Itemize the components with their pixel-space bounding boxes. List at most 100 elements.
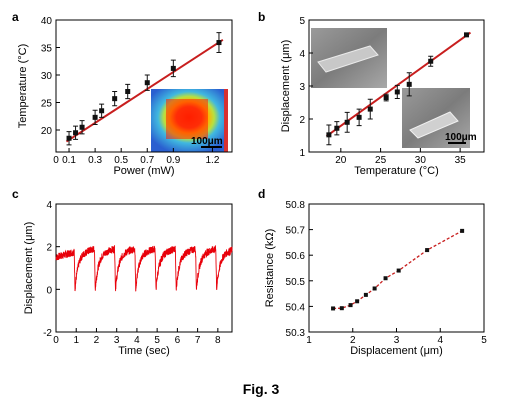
panel-a-frame (55, 19, 233, 153)
panel-b-data-point (326, 132, 332, 138)
panel-a-data-point (144, 80, 150, 86)
panel-c-x-tick-label: 4 (134, 335, 140, 346)
panel-a-data-point (92, 114, 98, 120)
panel-a-x-tick-label: 0.1 (62, 155, 76, 166)
panel-a-y-tick-label: 35 (41, 44, 53, 55)
panel-d-y-tick-label: 50.4 (286, 302, 306, 313)
panel-c-x-tick-label: 0 (53, 335, 59, 346)
panel-b-inset-sem-image-1 (311, 28, 387, 88)
panel-b-data-point (383, 95, 389, 101)
panel-d-data-point (396, 268, 401, 273)
panel-b-inset-scale-label: 100μm (445, 132, 477, 143)
panel-c-ylabel: Displacement (μm) (23, 222, 35, 315)
panel-a-data-point (79, 124, 85, 130)
panel-d-trend-curve (333, 230, 463, 310)
panel-c-x-tick-label: 7 (195, 335, 201, 346)
panel-c-x-tick-label: 3 (114, 335, 120, 346)
panel-c-x-tick-label: 8 (215, 335, 221, 346)
panel-d-y-tick-label: 50.5 (286, 277, 306, 288)
panel-b-data-point (464, 32, 469, 38)
panel-a-x-tick-label: 0.9 (166, 155, 180, 166)
panel-d-data-point (372, 286, 377, 291)
panel-b-data-point (356, 114, 362, 120)
panel-b-y-tick-label: 2 (299, 115, 305, 126)
panel-d-ylabel: Resistance (kΩ) (264, 229, 276, 308)
panel-b-xlabel: Temperature (°C) (354, 165, 438, 177)
panel-a-data-point (99, 108, 105, 114)
panel-b-y-tick-label: 4 (299, 49, 305, 60)
panel-b-data-point (428, 58, 434, 64)
panel-b-x-tick-label: 30 (415, 155, 427, 166)
panel-c-x-tick-label: 5 (154, 335, 160, 346)
panel-a-data-point (112, 96, 118, 102)
panel-b-data-point (334, 125, 340, 131)
panel-c-x-tick-label: 1 (73, 335, 79, 346)
panel-a-data-point (73, 130, 79, 136)
panel-d-data-point (339, 306, 344, 311)
panel-a-x-tick-label: 0.5 (114, 155, 128, 166)
panel-b-x-tick-label: 25 (375, 155, 387, 166)
panel-c-x-tick-label: 6 (175, 335, 181, 346)
panel-b-data-point (367, 106, 373, 112)
panel-b-data-point (394, 89, 400, 95)
panel-b-plot: 20 25 30 35 1 2 3 4 5 Temperature (°C) Displacemen… (280, 16, 485, 177)
panel-b: 100μm 20 25 30 35 1 2 3 4 5 Temperature (°C) Displ… (280, 16, 485, 177)
panel-a-ylabel: Temperature (°C) (17, 44, 29, 128)
panel-a-x-tick-label: 0 (53, 155, 59, 166)
panel-a-data-point (216, 40, 222, 46)
panel-a-data-point (125, 89, 131, 94)
panel-c-y-tick-label: -2 (43, 328, 52, 339)
panel-d-frame (308, 203, 485, 333)
panel-a-x-tick-label: 1.2 (205, 155, 219, 166)
panel-d-data-point (460, 228, 465, 233)
panel-d-data-point (348, 303, 353, 308)
panel-b-y-tick-label: 1 (299, 148, 305, 159)
panel-c-y-tick-label: 2 (46, 243, 52, 254)
panel-d-x-tick-label: 2 (350, 335, 356, 346)
panel-b-inset-sem-image-2: 100μm (402, 88, 477, 148)
panel-c-y-tick-label: 0 (46, 285, 52, 296)
panel-label-b: b (258, 10, 265, 24)
panel-a-x-tick-label: 0.7 (140, 155, 154, 166)
panel-d-xlabel: Displacement (μm) (350, 345, 443, 357)
panel-d-data-point (425, 248, 430, 253)
panel-b-x-tick-label: 20 (335, 155, 347, 166)
panel-a-y-tick-label: 25 (41, 99, 53, 110)
panel-a-y-tick-label: 30 (41, 71, 53, 82)
figure-caption: Fig. 3 (243, 381, 280, 397)
panel-b-x-tick-label: 35 (455, 155, 467, 166)
panel-b-y-tick-label: 3 (299, 82, 305, 93)
panel-b-y-tick-label: 5 (299, 16, 305, 27)
panel-d: 1 2 3 4 5 50.3 50.4 50.5 50.6 50.7 50.8 Displacemen… (264, 200, 487, 357)
panel-d-data-point (331, 306, 336, 311)
panel-d-y-tick-label: 50.3 (286, 328, 306, 339)
panel-label-a: a (12, 10, 19, 24)
panel-d-data-point (355, 299, 360, 304)
panel-b-data-point (406, 81, 412, 87)
panel-d-x-tick-label: 5 (481, 335, 487, 346)
panel-label-c: c (12, 187, 19, 201)
panel-a-plot: 0 0.1 0.3 0.5 0.7 0.9 1.2 20 25 30 35 40 Power (mW) T… (17, 16, 233, 177)
panel-d-plot: 1 2 3 4 5 50.3 50.4 50.5 50.6 50.7 50.8 Displacemen… (264, 200, 487, 357)
panel-a-y-tick-label: 40 (41, 16, 53, 27)
panel-d-y-tick-label: 50.6 (286, 251, 306, 262)
panel-c-x-tick-label: 2 (94, 335, 100, 346)
panel-a: 100μm 0 0.1 0.3 0.5 0.7 0.9 1.2 20 25 30 35 40 Power… (17, 16, 233, 177)
panel-a-xlabel: Power (mW) (113, 165, 174, 177)
panel-a-inset-thermal-image: 100μm (151, 89, 228, 152)
panel-c-xlabel: Time (sec) (118, 345, 170, 357)
panel-c-y-tick-label: 4 (46, 200, 52, 211)
panel-d-data-point (363, 292, 368, 297)
panel-a-data-point (170, 65, 176, 71)
panel-a-inset-scale-label: 100μm (191, 136, 223, 147)
panel-b-ylabel: Displacement (μm) (280, 40, 292, 133)
panel-d-y-tick-label: 50.8 (286, 200, 306, 211)
panel-d-data-point (383, 276, 388, 281)
panel-a-x-tick-label: 0.3 (88, 155, 102, 166)
panel-b-fit-line (325, 31, 472, 137)
panel-a-data-point (66, 135, 72, 141)
panel-a-fit-line (65, 38, 224, 143)
